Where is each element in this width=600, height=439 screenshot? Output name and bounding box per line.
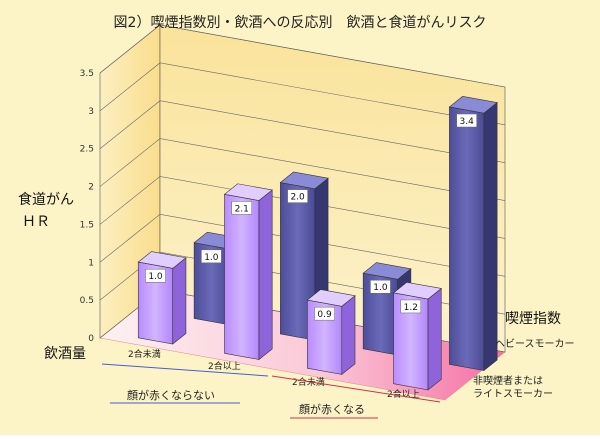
gridline — [99, 138, 506, 201]
x-tick-label: 2合未満 — [128, 348, 161, 360]
bar-front-face — [449, 106, 485, 371]
bar-top-face — [223, 183, 273, 201]
bar-side-face — [258, 189, 273, 361]
series-label-light-smoker-line2: ライトスモーカー — [473, 388, 553, 400]
gridline — [99, 100, 506, 164]
gridline — [99, 62, 506, 126]
bar-value-label-box — [400, 299, 422, 314]
x-tick-label: 2合以上 — [208, 360, 241, 372]
x-axis-title: 飲酒量 — [44, 346, 86, 362]
y-tick-label: 2.5 — [80, 145, 94, 155]
bar-top-face — [279, 171, 329, 190]
bar-value-label-box — [370, 279, 391, 294]
series-label-light-smoker-line1: 非喫煙者または — [473, 375, 543, 387]
bar-side-face — [341, 295, 356, 376]
y-axis-title: 食道がん — [18, 191, 74, 208]
bar-value-label: 0.9 — [317, 310, 332, 320]
series-label-heavy-smoker: ヘビースモーカー — [495, 338, 575, 350]
group-axis-line-no-flush — [101, 363, 269, 377]
y-tick-label: 0.5 — [80, 296, 94, 306]
y-tick-label: 0 — [88, 334, 94, 344]
bar-value-label: 3.4 — [460, 117, 475, 127]
group-label-flush: 顔が赤くなる — [299, 402, 365, 416]
bar-front-face — [224, 193, 260, 360]
gridline — [99, 24, 506, 88]
bar-top-face — [392, 281, 442, 300]
depth-axis-title: 喫煙指数 — [505, 311, 561, 327]
bar-value-label-box — [456, 113, 477, 128]
bar-top-face — [448, 96, 498, 114]
bar-value-label-box — [231, 201, 252, 215]
y-tick-label: 3.5 — [80, 69, 94, 79]
chart-title: 図2）喫煙指数別・飲酒への反応別 飲酒と食道がんリスク — [114, 14, 487, 31]
y-tick-label: 2 — [88, 183, 94, 193]
y-tick-label: 1 — [88, 258, 94, 268]
bar-value-label: 2.0 — [290, 193, 305, 203]
y-tick-label: 3 — [88, 107, 94, 117]
bar-value-label: 1.0 — [204, 253, 219, 263]
bars: 1.0 2.0 1.0 3.4 1.0 2.1 0.9 1.2 — [137, 96, 498, 391]
bar-side-face — [172, 257, 187, 345]
y-tick-label: 1.5 — [80, 220, 94, 230]
bar-side-face — [483, 101, 498, 372]
bar-value-label: 2.1 — [235, 204, 249, 214]
bar-top-face — [362, 262, 412, 280]
bar-top-face — [306, 289, 356, 307]
bar-side-face — [427, 287, 442, 391]
gridline — [99, 213, 506, 277]
bar-value-label-box — [145, 268, 166, 283]
bar-value-label: 1.0 — [373, 283, 388, 293]
x-tick-label: 2合以上 — [387, 388, 420, 400]
bar-value-label-box — [314, 306, 335, 321]
bar-value-label: 1.0 — [148, 272, 163, 282]
gridline — [99, 176, 506, 239]
y-axis-title-unit: ＨＲ — [22, 214, 50, 230]
bar-value-label-box — [201, 249, 222, 264]
group-label-no-flush: 顔が赤くならない — [127, 388, 215, 402]
bar-top-face — [137, 251, 187, 269]
bar-value-label-box — [287, 189, 308, 203]
bar-value-label: 1.2 — [404, 303, 418, 313]
group-axis-line-flush — [271, 375, 441, 403]
